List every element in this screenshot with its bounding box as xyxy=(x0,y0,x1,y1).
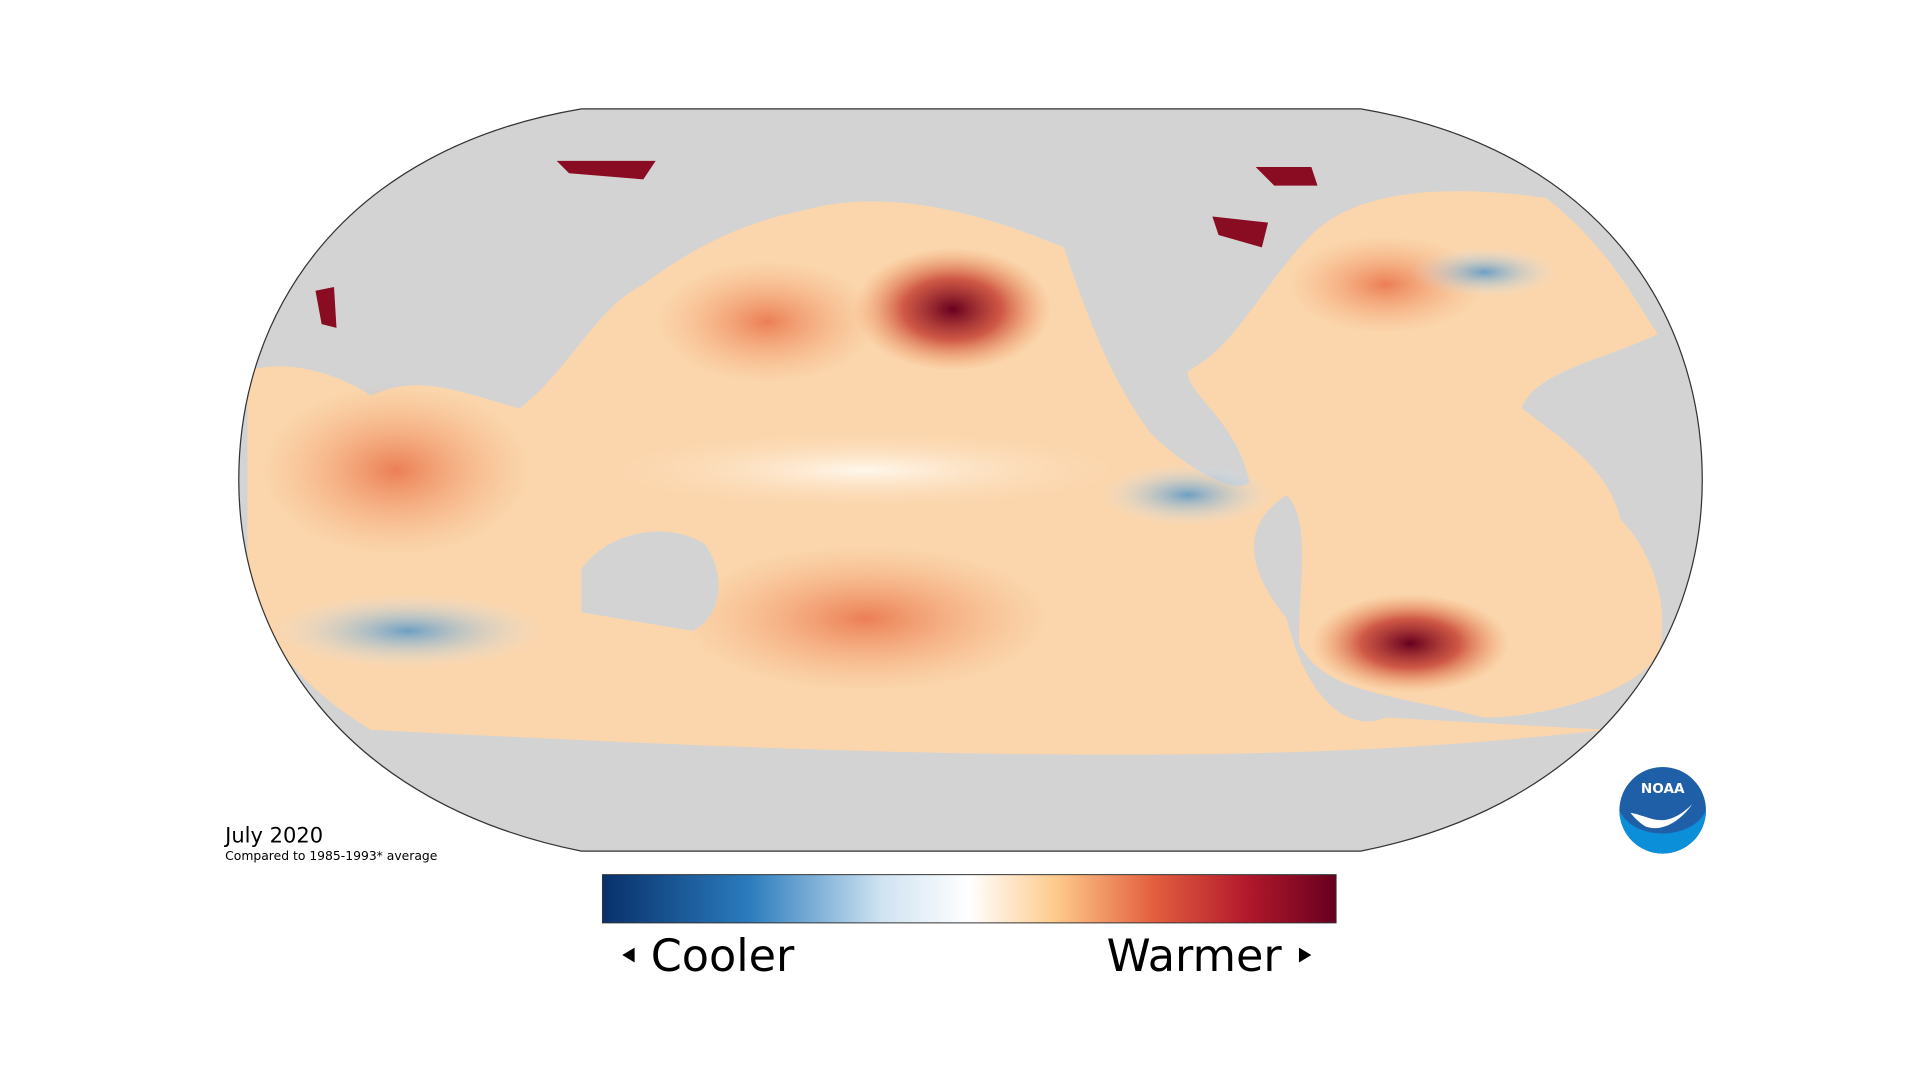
ocean-shade xyxy=(1311,593,1510,693)
map-note: Compared to 1985-1993* average xyxy=(225,849,437,863)
legend-high: Warmer xyxy=(1107,930,1283,982)
ocean-shade xyxy=(655,259,879,384)
warmer-arrow xyxy=(1298,947,1312,963)
ocean-shade xyxy=(259,383,532,557)
ocean-shade xyxy=(618,432,1114,508)
ocean-shade xyxy=(1410,247,1559,297)
cooler-arrow xyxy=(622,947,635,963)
land xyxy=(581,531,719,631)
ocean-shade xyxy=(272,593,545,669)
ocean-shade xyxy=(1101,463,1275,526)
map-outline xyxy=(238,108,1703,852)
ocean-shade xyxy=(680,544,1052,693)
logo-bird xyxy=(1630,804,1693,829)
colorbar xyxy=(601,874,1337,924)
noaa-logo: NOAA xyxy=(1619,767,1706,854)
logo-text: NOAA xyxy=(1641,781,1685,797)
logo-lower xyxy=(1619,810,1706,854)
map-date: July 2020 xyxy=(223,822,323,847)
legend-low: Cooler xyxy=(651,930,795,982)
ocean-shade xyxy=(853,247,1052,372)
map-body xyxy=(238,108,1703,852)
